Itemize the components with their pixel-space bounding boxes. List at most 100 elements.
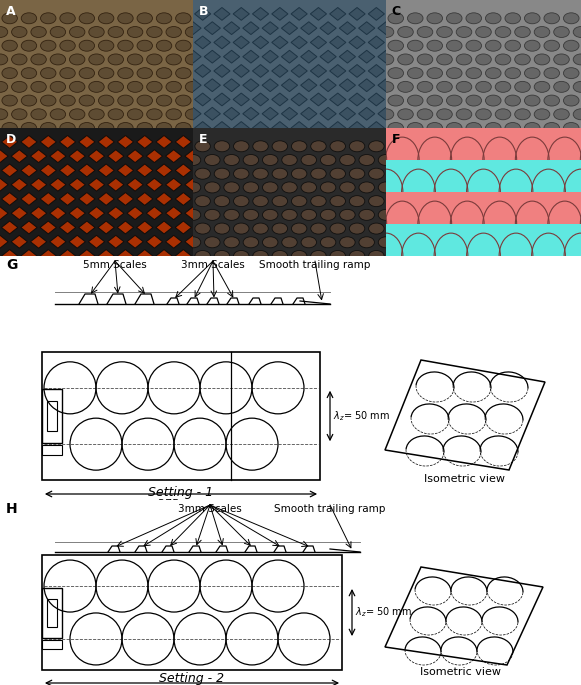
Ellipse shape <box>108 54 124 65</box>
Ellipse shape <box>195 196 210 207</box>
Polygon shape <box>426 64 442 77</box>
Ellipse shape <box>427 13 443 24</box>
Polygon shape <box>175 8 192 21</box>
Polygon shape <box>59 136 76 148</box>
Polygon shape <box>204 50 220 63</box>
Ellipse shape <box>407 40 423 51</box>
Ellipse shape <box>359 155 374 166</box>
Text: $\lambda_z$= 50 mm: $\lambda_z$= 50 mm <box>333 409 390 423</box>
Ellipse shape <box>311 141 326 152</box>
Ellipse shape <box>234 141 249 152</box>
Ellipse shape <box>417 237 432 248</box>
Polygon shape <box>407 36 423 49</box>
Ellipse shape <box>368 141 384 152</box>
Bar <box>47 401 57 431</box>
Ellipse shape <box>79 95 95 106</box>
Polygon shape <box>272 8 288 21</box>
Ellipse shape <box>89 136 104 147</box>
Ellipse shape <box>89 82 104 92</box>
Polygon shape <box>224 22 240 34</box>
Polygon shape <box>214 122 230 134</box>
Polygon shape <box>137 136 153 148</box>
Ellipse shape <box>146 109 162 120</box>
Ellipse shape <box>446 68 462 79</box>
Polygon shape <box>146 178 163 191</box>
Polygon shape <box>117 192 134 206</box>
Polygon shape <box>40 136 56 148</box>
Ellipse shape <box>349 196 365 207</box>
Bar <box>42 389 62 443</box>
Polygon shape <box>40 192 56 206</box>
Ellipse shape <box>272 169 288 179</box>
Polygon shape <box>349 122 365 134</box>
Ellipse shape <box>388 141 403 152</box>
Polygon shape <box>175 164 192 177</box>
Bar <box>42 588 62 638</box>
Ellipse shape <box>0 109 8 120</box>
Polygon shape <box>21 249 37 262</box>
Bar <box>386 128 581 160</box>
Polygon shape <box>195 192 211 206</box>
Polygon shape <box>310 93 327 106</box>
Ellipse shape <box>378 264 394 275</box>
Ellipse shape <box>292 251 307 262</box>
Ellipse shape <box>349 223 365 234</box>
Ellipse shape <box>359 210 374 221</box>
Ellipse shape <box>525 68 540 79</box>
Polygon shape <box>349 93 365 106</box>
Ellipse shape <box>108 136 124 147</box>
Ellipse shape <box>137 13 152 24</box>
Ellipse shape <box>437 136 452 147</box>
Polygon shape <box>272 93 288 106</box>
Ellipse shape <box>0 54 8 65</box>
Polygon shape <box>175 93 192 106</box>
Polygon shape <box>426 93 442 106</box>
Polygon shape <box>310 36 327 49</box>
Ellipse shape <box>397 237 413 248</box>
Ellipse shape <box>224 182 239 193</box>
Ellipse shape <box>263 155 278 166</box>
Ellipse shape <box>146 54 162 65</box>
Ellipse shape <box>166 264 181 275</box>
Ellipse shape <box>427 123 443 134</box>
Ellipse shape <box>486 95 501 106</box>
Ellipse shape <box>166 155 181 166</box>
Text: 275 mm: 275 mm <box>158 499 205 509</box>
Ellipse shape <box>89 27 104 38</box>
Ellipse shape <box>426 251 442 262</box>
Polygon shape <box>388 93 404 106</box>
Ellipse shape <box>21 40 37 51</box>
Ellipse shape <box>340 210 355 221</box>
Polygon shape <box>146 236 163 248</box>
Ellipse shape <box>340 155 355 166</box>
Ellipse shape <box>292 169 307 179</box>
Ellipse shape <box>185 136 200 147</box>
Ellipse shape <box>301 155 317 166</box>
Ellipse shape <box>205 237 220 248</box>
Ellipse shape <box>156 68 172 79</box>
Ellipse shape <box>282 237 297 248</box>
Polygon shape <box>233 36 249 49</box>
Polygon shape <box>146 207 163 220</box>
Polygon shape <box>224 108 240 120</box>
Polygon shape <box>339 79 356 92</box>
Polygon shape <box>417 22 433 34</box>
Ellipse shape <box>175 196 191 207</box>
Ellipse shape <box>175 141 191 152</box>
Ellipse shape <box>301 237 317 248</box>
Polygon shape <box>166 178 182 191</box>
Ellipse shape <box>340 182 355 193</box>
Ellipse shape <box>417 210 432 221</box>
Polygon shape <box>166 236 182 248</box>
Text: A: A <box>6 5 16 18</box>
Polygon shape <box>195 122 211 134</box>
Ellipse shape <box>234 169 249 179</box>
Polygon shape <box>426 122 442 134</box>
Polygon shape <box>397 79 414 92</box>
Ellipse shape <box>437 109 452 120</box>
Ellipse shape <box>358 136 374 147</box>
Ellipse shape <box>185 237 200 248</box>
Polygon shape <box>204 22 220 34</box>
Ellipse shape <box>525 95 540 106</box>
Ellipse shape <box>214 123 229 134</box>
